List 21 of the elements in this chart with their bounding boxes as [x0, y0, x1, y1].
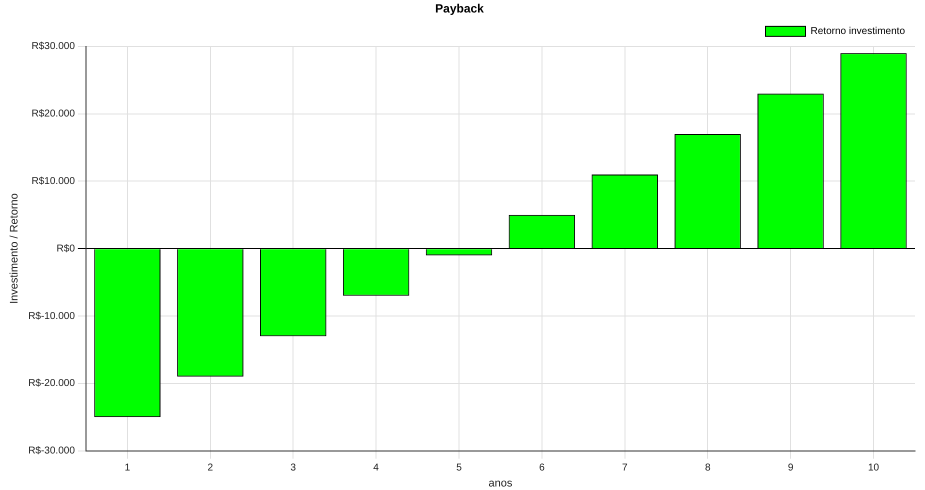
- y-tick-label: R$-30.000: [28, 446, 76, 457]
- x-tick-label: 6: [539, 462, 546, 474]
- x-tick-label: 1: [124, 462, 131, 474]
- x-tick-label: 5: [456, 462, 462, 474]
- y-tick-label: R$0: [56, 243, 76, 254]
- x-tick-label: 3: [290, 462, 296, 474]
- x-tick-label: 2: [207, 462, 214, 474]
- chart-title: Payback: [435, 2, 484, 16]
- x-axis-title: anos: [488, 477, 513, 490]
- x-tick-label: 9: [788, 462, 794, 474]
- legend-label: Retorno investimento: [810, 26, 906, 38]
- y-tick-label: R$10.000: [32, 176, 76, 187]
- x-tick-label: 7: [622, 462, 628, 474]
- y-tick-label: R$-10.000: [28, 310, 76, 322]
- x-tick-label: 8: [704, 462, 711, 474]
- x-tick-label: 4: [373, 462, 380, 474]
- y-tick-label: R$30.000: [32, 41, 76, 52]
- x-tick-label: 10: [868, 462, 880, 474]
- y-tick-label: R$-20.000: [28, 378, 76, 390]
- y-axis-title: Investimento / Retorno: [8, 193, 21, 304]
- y-tick-label: R$20.000: [32, 108, 76, 120]
